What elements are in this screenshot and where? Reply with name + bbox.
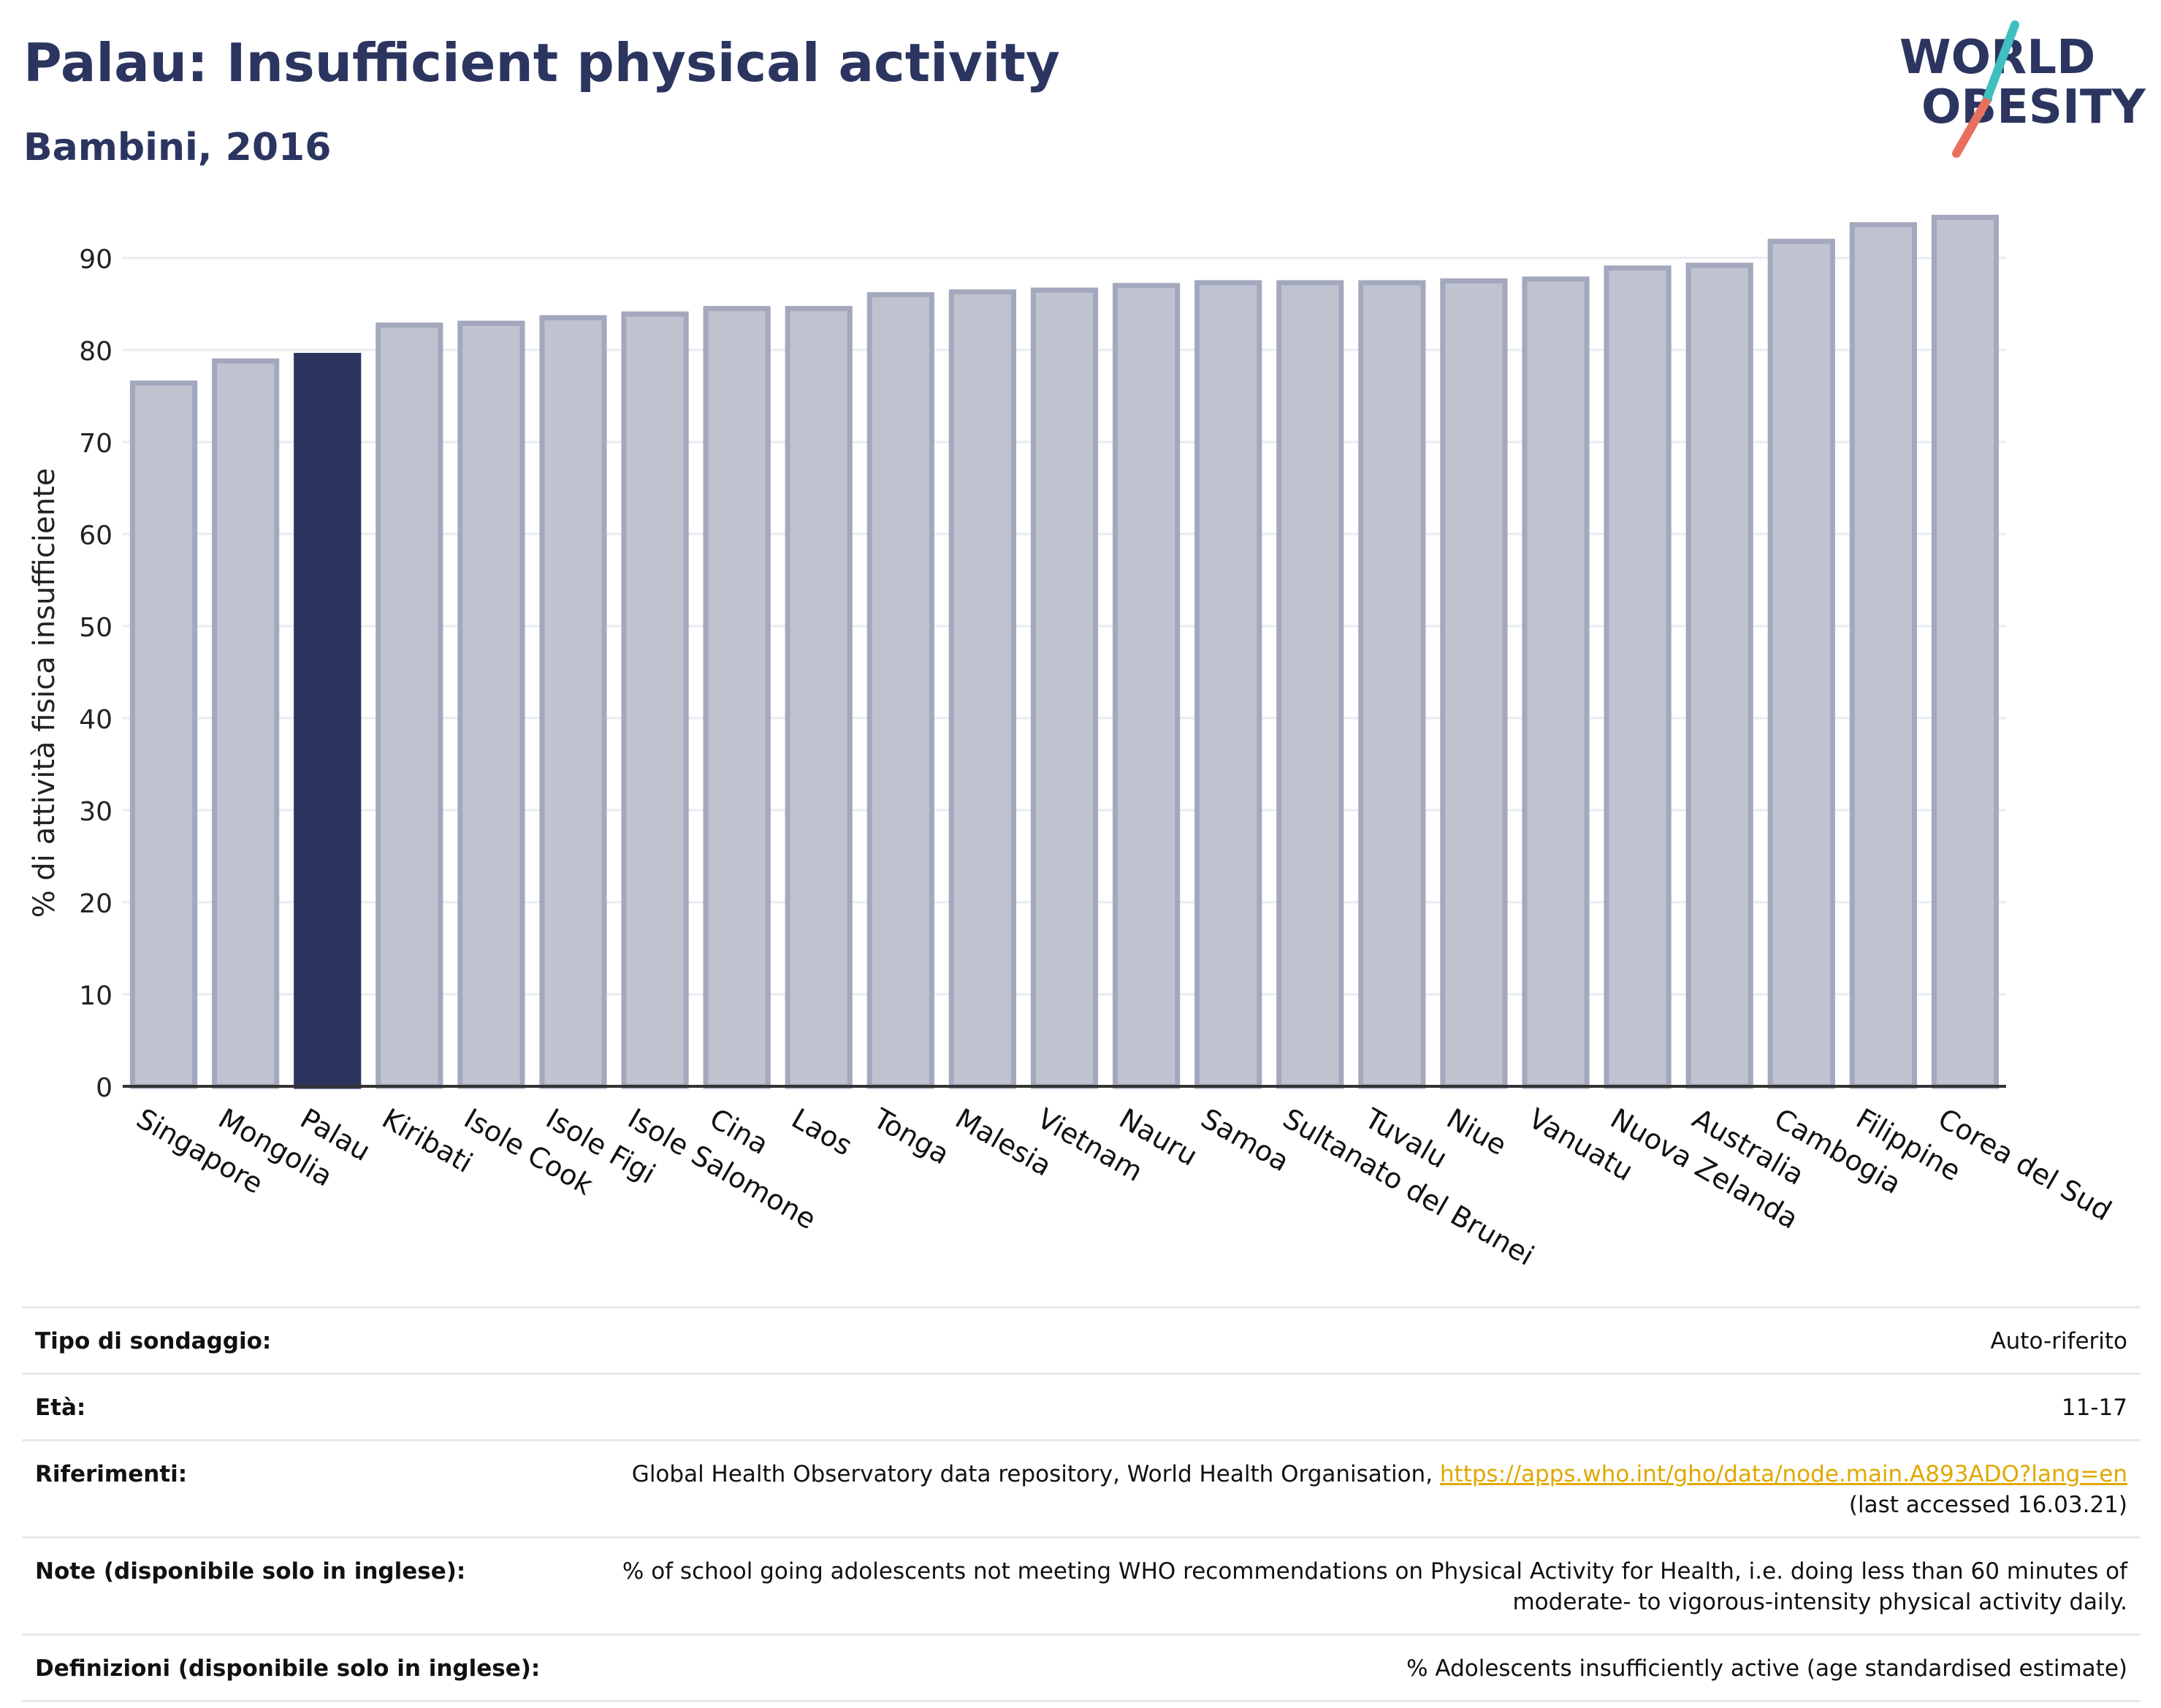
info-value-text: % of school going adolescents not meetin…: [622, 1558, 2127, 1585]
y-axis-label: % di attività fisica insufficiente: [28, 468, 61, 918]
bar-nuova-zelanda: [1604, 265, 1672, 1089]
bar-malesia: [948, 289, 1017, 1089]
y-tick-label: 30: [79, 797, 113, 827]
logo-slash-coral: [1952, 98, 1990, 158]
y-tick-label: 0: [96, 1073, 113, 1103]
y-tick-label: 50: [79, 613, 113, 643]
bar-filippine: [1849, 222, 1917, 1089]
bar-isole-salomone: [621, 311, 689, 1089]
y-tick-label: 60: [79, 521, 113, 551]
info-row: Tipo di sondaggio: Auto-riferito: [22, 1306, 2141, 1373]
y-tick-labels: 0 10 20 30 40 50 60 70 80 90: [79, 245, 113, 1103]
info-value-text-continued: moderate- to vigorous-intensity physical…: [1512, 1589, 2127, 1615]
info-value: Global Health Observatory data repositor…: [632, 1459, 2127, 1520]
chart-subtitle: Bambini, 2016: [23, 126, 332, 169]
info-value: % Adolescents insufficiently active (age…: [1406, 1653, 2127, 1684]
y-tick-label: 90: [79, 245, 113, 275]
bar-sultanato-del-brunei: [1276, 280, 1344, 1089]
info-row: Età: 11-17: [22, 1373, 2141, 1439]
logo-line-2: OBESITY: [1921, 80, 2146, 134]
bar-chart: 0 10 20 30 40 50 60 70 80 90 SingaporeMongoliaPal…: [28, 215, 2117, 1272]
info-value-text: % Adolescents insufficiently active (age…: [1406, 1655, 2127, 1682]
bar-vietnam: [1030, 287, 1099, 1089]
bar-kiribati: [376, 322, 443, 1089]
bar-corea-del-sud: [1931, 215, 2000, 1089]
bar-vanuatu: [1522, 276, 1590, 1089]
chart-title: Palau: Insufficient physical activity: [23, 32, 1060, 94]
x-tick-label: Laos: [786, 1102, 858, 1162]
info-row: Riferimenti: Global Health Observatory da…: [22, 1439, 2141, 1536]
bar-singapore: [129, 380, 198, 1089]
bar-cambogia: [1767, 238, 1835, 1089]
y-tick-label: 10: [79, 981, 113, 1011]
reference-link[interactable]: https://apps.who.int/gho/data/node.main.…: [1439, 1461, 2127, 1487]
bar-laos: [785, 305, 853, 1089]
info-value: 11-17: [2062, 1392, 2127, 1423]
info-row: Definizioni (disponibile solo in inglese…: [22, 1633, 2141, 1702]
info-label: Riferimenti:: [35, 1461, 188, 1487]
y-tick-label: 20: [79, 889, 113, 919]
bar-tuvalu: [1358, 280, 1426, 1089]
x-tick-label: Kiribati: [377, 1102, 479, 1179]
bar-cina: [703, 305, 771, 1089]
info-label: Note (disponibile solo in inglese):: [35, 1558, 466, 1585]
bar-tonga: [866, 291, 934, 1089]
info-value-text: Global Health Observatory data repositor…: [631, 1461, 1433, 1487]
bar-isole-figi: [539, 315, 607, 1089]
y-tick-label: 80: [79, 337, 113, 367]
info-value-text-continued: (last accessed 16.03.21): [1848, 1492, 2127, 1518]
info-value: Auto-riferito: [1990, 1326, 2127, 1357]
bar-australia: [1685, 262, 1753, 1089]
info-label: Tipo di sondaggio:: [35, 1328, 272, 1354]
x-tick-label: Samoa: [1196, 1102, 1295, 1178]
info-row: Note (disponibile solo in inglese): % of …: [22, 1536, 2141, 1633]
bars: [129, 215, 2000, 1089]
y-tick-label: 40: [79, 705, 113, 735]
info-value-text: Auto-riferito: [1990, 1328, 2127, 1354]
info-table: Tipo di sondaggio: Auto-riferito Età: 11-17…: [22, 1306, 2141, 1702]
bar-isole-cook: [457, 320, 525, 1089]
info-label: Età:: [35, 1395, 86, 1421]
bar-palau: [294, 353, 362, 1089]
info-value: % of school going adolescents not meetin…: [622, 1556, 2127, 1617]
bar-samoa: [1194, 280, 1262, 1089]
x-tick-label: Tonga: [867, 1102, 954, 1170]
world-obesity-logo: WORLD OBESITY: [1899, 20, 2146, 158]
bar-nauru: [1112, 283, 1181, 1089]
logo-slash-teal: [1981, 20, 2019, 107]
info-value-text: 11-17: [2061, 1395, 2127, 1421]
bar-niue: [1440, 278, 1508, 1089]
bar-mongolia: [212, 358, 280, 1089]
y-tick-label: 70: [79, 429, 113, 459]
x-tick-label: Niue: [1441, 1102, 1512, 1162]
info-label: Definizioni (disponibile solo in inglese…: [35, 1655, 541, 1682]
